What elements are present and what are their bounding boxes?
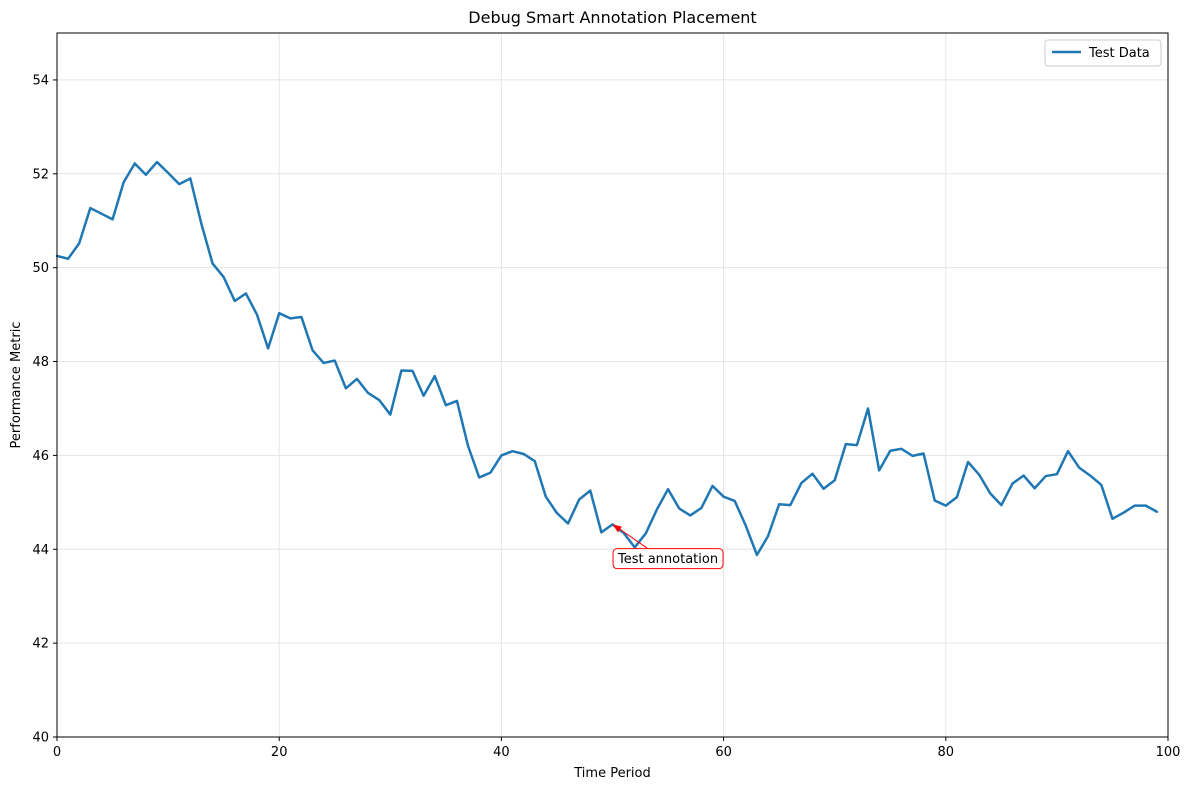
series-line-test-data bbox=[55, 160, 1159, 557]
y-axis-ticks: 40 42 44 46 48 50 52 54 bbox=[32, 73, 57, 746]
y-tick-label: 40 bbox=[32, 731, 49, 746]
annotation-arrow bbox=[615, 525, 649, 550]
chart-title: Debug Smart Annotation Placement bbox=[468, 8, 756, 27]
annotation-layer: Test annotation bbox=[612, 524, 724, 570]
y-tick-label: 52 bbox=[32, 167, 49, 182]
y-tick-label: 48 bbox=[32, 355, 49, 370]
x-axis-title: Time Period bbox=[573, 766, 650, 781]
series-layer bbox=[55, 160, 1159, 557]
plot-frame bbox=[56, 32, 1169, 738]
annotation-box bbox=[612, 548, 724, 570]
y-tick-label: 54 bbox=[32, 73, 49, 88]
annotation-label: Test annotation bbox=[617, 552, 718, 567]
x-tick-label: 80 bbox=[938, 745, 955, 760]
y-tick-label: 46 bbox=[32, 449, 49, 464]
y-tick-label: 50 bbox=[32, 261, 49, 276]
y-tick-label: 42 bbox=[32, 637, 49, 652]
x-tick-label: 60 bbox=[715, 745, 732, 760]
legend: Test Data bbox=[1044, 39, 1162, 67]
x-tick-label: 100 bbox=[1156, 745, 1181, 760]
y-tick-label: 44 bbox=[32, 543, 49, 558]
x-tick-label: 40 bbox=[493, 745, 510, 760]
y-axis-title: Performance Metric bbox=[9, 322, 24, 449]
legend-box bbox=[1044, 39, 1162, 67]
legend-label-test-data: Test Data bbox=[1088, 46, 1150, 61]
x-tick-label: 0 bbox=[53, 745, 61, 760]
annotation-arrowhead bbox=[612, 524, 622, 533]
x-tick-label: 20 bbox=[271, 745, 288, 760]
x-axis-ticks: 0 20 40 60 80 100 bbox=[53, 737, 1181, 760]
